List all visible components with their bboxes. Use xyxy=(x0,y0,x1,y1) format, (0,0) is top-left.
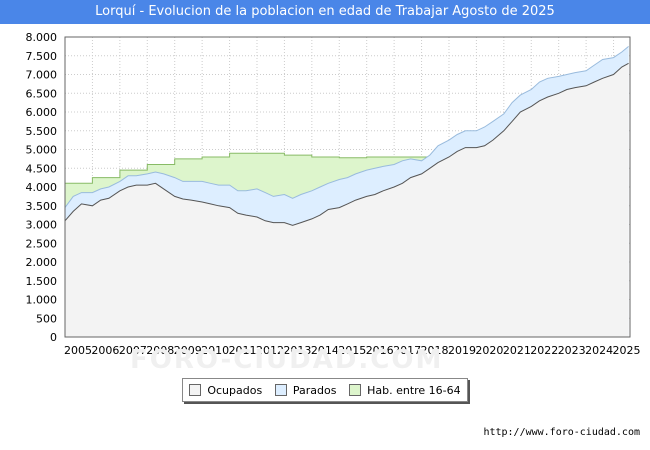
y-tick-label: 7.000 xyxy=(26,69,58,82)
legend-swatch-parados xyxy=(274,384,287,396)
y-tick-label: 8.000 xyxy=(26,31,58,44)
x-tick-label: 2008 xyxy=(146,344,174,357)
x-tick-label: 2021 xyxy=(503,344,531,357)
x-tick-label: 2011 xyxy=(229,344,257,357)
x-tick-label: 2025 xyxy=(613,344,641,357)
y-tick-label: 6.500 xyxy=(26,87,58,100)
y-tick-label: 7.500 xyxy=(26,50,58,63)
x-tick-label: 2019 xyxy=(448,344,476,357)
legend-item-parados: Parados xyxy=(274,383,337,397)
series-areas xyxy=(64,46,629,338)
x-tick-label: 2024 xyxy=(585,344,613,357)
x-tick-label: 2005 xyxy=(64,344,92,357)
x-tick-label: 2009 xyxy=(174,344,202,357)
legend-swatch-ocupados xyxy=(189,384,202,396)
y-tick-label: 4.000 xyxy=(26,181,58,194)
x-tick-label: 2015 xyxy=(338,344,366,357)
ocupados-line xyxy=(64,62,629,226)
x-tick-label: 2013 xyxy=(283,344,311,357)
legend-item-ocupados: Ocupados xyxy=(189,384,262,397)
chart-title: Lorquí - Evolucion de la poblacion en ed… xyxy=(0,0,650,24)
y-tick-label: 3.500 xyxy=(26,200,58,213)
y-tick-label: 5.500 xyxy=(26,125,58,138)
y-tick-label: 4.500 xyxy=(26,162,58,175)
x-tick-label: 2023 xyxy=(558,344,586,357)
source-url[interactable]: http://www.foro-ciudad.com xyxy=(483,427,640,438)
legend-label-hab: Hab. entre 16-64 xyxy=(367,383,461,397)
x-tick-label: 2018 xyxy=(421,344,449,357)
y-tick-label: 6.000 xyxy=(26,106,58,119)
x-tick-label: 2014 xyxy=(311,344,339,357)
y-tick-label: 1.500 xyxy=(26,275,58,288)
y-tick-label: 0 xyxy=(50,331,57,344)
x-tick-label: 2016 xyxy=(366,344,394,357)
y-tick-label: 3.000 xyxy=(26,219,58,232)
x-tick-label: 2006 xyxy=(91,344,119,357)
x-tick-label: 2007 xyxy=(119,344,147,357)
x-tick-label: 2010 xyxy=(201,344,229,357)
chart-legend: Ocupados Parados Hab. entre 16-64 xyxy=(182,378,468,402)
y-tick-label: 5.000 xyxy=(26,144,58,157)
hab-line xyxy=(65,152,430,184)
watermark-text: FORO-CIUDAD.COM xyxy=(130,345,444,375)
plot-frame xyxy=(64,36,631,338)
legend-label-parados: Parados xyxy=(292,383,337,397)
x-tick-label: 2020 xyxy=(475,344,503,357)
parados-line xyxy=(64,46,629,208)
y-tick-label: 2.000 xyxy=(26,256,58,269)
y-tick-label: 1.000 xyxy=(26,294,58,307)
x-tick-label: 2022 xyxy=(530,344,558,357)
x-tick-label: 2012 xyxy=(256,344,284,357)
legend-item-hab: Hab. entre 16-64 xyxy=(349,384,461,397)
axes-layer: 0 500 1.000 1.500 2.000 2.500 3.000 3.500 4.000 4… xyxy=(26,31,641,357)
legend-label-ocupados: Ocupados xyxy=(207,383,263,397)
y-tick-label: 500 xyxy=(36,312,57,325)
ocupados-area xyxy=(65,63,629,338)
y-tick-label: 2.500 xyxy=(26,237,58,250)
x-tick-label: 2017 xyxy=(393,344,421,357)
legend-swatch-hab xyxy=(349,384,362,396)
